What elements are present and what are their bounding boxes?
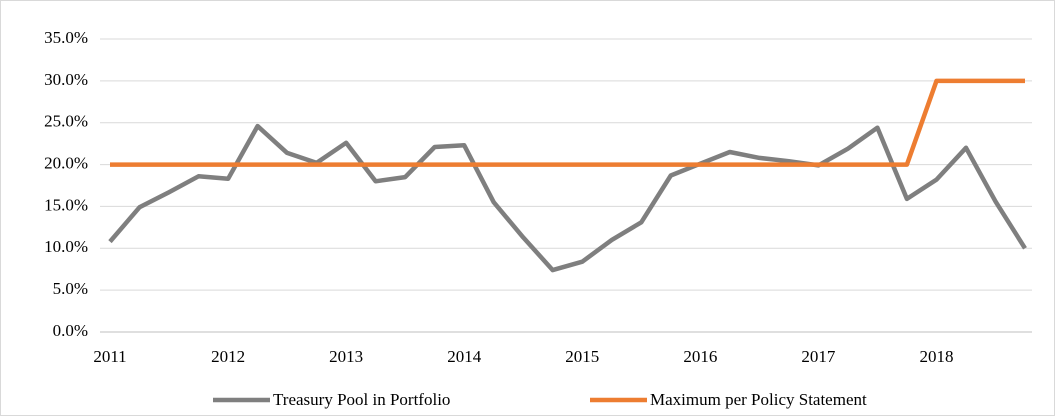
x-tick-label: 2014 bbox=[447, 347, 482, 366]
series-line bbox=[108, 123, 1027, 273]
y-tick-label: 10.0% bbox=[44, 237, 88, 256]
y-tick-label: 5.0% bbox=[53, 279, 88, 298]
y-tick-label: 25.0% bbox=[44, 112, 88, 131]
y-tick-label: 0.0% bbox=[53, 321, 88, 340]
y-tick-label: 30.0% bbox=[44, 70, 88, 89]
y-tick-label: 35.0% bbox=[44, 28, 88, 47]
x-tick-label: 2016 bbox=[683, 347, 717, 366]
x-tick-label: 2011 bbox=[93, 347, 126, 366]
x-tick-label: 2017 bbox=[801, 347, 836, 366]
x-tick-label: 2015 bbox=[565, 347, 599, 366]
x-tick-label: 2018 bbox=[919, 347, 953, 366]
x-tick-label: 2012 bbox=[211, 347, 245, 366]
y-tick-label: 20.0% bbox=[44, 153, 88, 172]
y-tick-label: 15.0% bbox=[44, 195, 88, 214]
series-line bbox=[110, 78, 1025, 167]
x-tick-label: 2013 bbox=[329, 347, 363, 366]
legend-label: Maximum per Policy Statement bbox=[650, 390, 867, 409]
legend-label: Treasury Pool in Portfolio bbox=[273, 390, 450, 409]
